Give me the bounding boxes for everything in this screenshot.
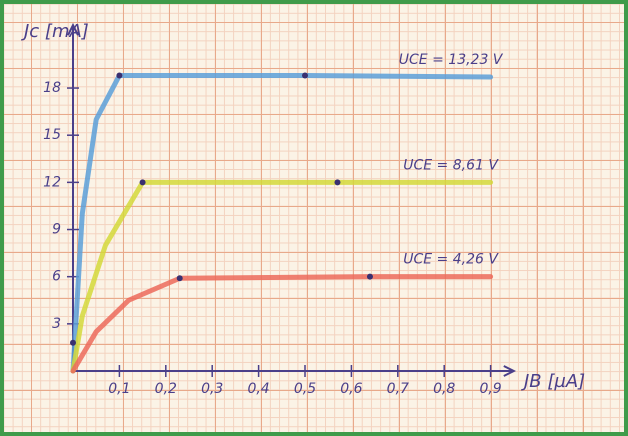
legend-label: UCE = 4,26 V bbox=[403, 252, 499, 268]
x-tick-label: 0,4 bbox=[247, 381, 269, 397]
series-line bbox=[70, 179, 494, 374]
chart: Jc [mA] JB [µA] 0,1 0,2 0,3 0,4 0,5 0,6 0,7 0,8… bbox=[21, 21, 585, 397]
x-tick-label: 0,5 bbox=[294, 381, 316, 397]
legend-label: UCE = 13,23 V bbox=[399, 52, 504, 68]
x-tick-label: 0,3 bbox=[201, 381, 223, 397]
y-tick-label: 12 bbox=[43, 174, 61, 190]
point-marker bbox=[366, 273, 373, 280]
point-marker bbox=[334, 179, 341, 186]
series-line bbox=[70, 72, 494, 374]
y-tick-label: 15 bbox=[43, 127, 61, 143]
x-tick-label: 0,1 bbox=[108, 381, 130, 397]
y-axis-label: Jc [mA] bbox=[21, 21, 89, 42]
y-tick-label: 9 bbox=[52, 222, 61, 238]
x-tick-label: 0,8 bbox=[433, 381, 455, 397]
y-axis bbox=[67, 22, 79, 371]
x-tick-label: 0,6 bbox=[340, 381, 362, 397]
legend-label: UCE = 8,61 V bbox=[403, 157, 499, 173]
x-tick-label: 0,2 bbox=[155, 381, 177, 397]
series-line bbox=[70, 274, 494, 374]
point-marker bbox=[70, 339, 76, 346]
x-axis-label: JB [µA] bbox=[521, 371, 585, 392]
y-tick-label: 3 bbox=[52, 316, 61, 332]
y-tick-label: 6 bbox=[52, 269, 61, 285]
point-marker bbox=[176, 275, 183, 282]
point-marker bbox=[116, 72, 123, 79]
y-tick-label: 18 bbox=[43, 80, 61, 96]
point-marker bbox=[302, 72, 308, 79]
x-tick-label: 0,9 bbox=[479, 381, 501, 397]
x-tick-label: 0,7 bbox=[387, 381, 409, 397]
point-marker bbox=[139, 179, 146, 186]
x-axis bbox=[73, 365, 517, 377]
